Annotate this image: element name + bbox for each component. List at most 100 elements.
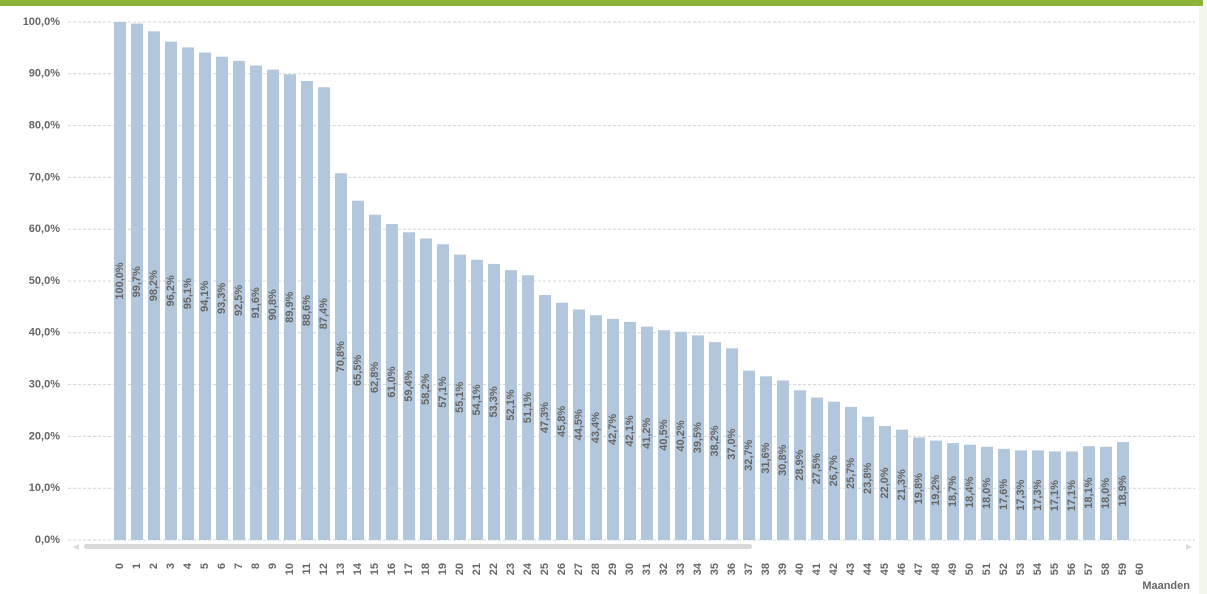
bar [114,22,126,540]
x-tick-label: 8 [250,563,262,569]
x-tick-label: 5 [199,563,211,569]
x-tick-label: 39 [777,563,789,575]
bar [505,270,517,540]
bar [250,65,262,541]
bar [182,47,194,541]
data-label: 58,2% [420,373,432,404]
x-tick-label: 36 [726,563,738,575]
x-tick-label: 18 [420,563,432,575]
data-label: 17,1% [1049,480,1061,511]
data-label: 32,7% [743,439,755,470]
bar [437,244,449,541]
y-tick-label: 50,0% [29,275,60,287]
data-label: 57,1% [437,376,449,407]
bar [947,443,959,540]
data-label: 19,8% [913,473,925,504]
data-label: 42,1% [624,415,636,446]
bar [284,74,296,541]
x-tick-label: 23 [505,563,517,575]
bar [471,259,483,540]
bar [573,309,585,540]
x-tick-label: 20 [454,563,466,575]
x-tick-label: 2 [148,563,160,569]
data-label: 44,5% [573,409,585,440]
bar [454,254,466,540]
x-tick-label: 11 [301,563,313,575]
x-tick-label: 33 [675,563,687,575]
x-tick-label: 28 [590,563,602,575]
data-label: 26,7% [828,455,840,486]
data-label: 17,1% [1066,480,1078,511]
x-tick-label: 25 [539,563,551,575]
scrollbar[interactable] [84,544,752,549]
x-tick-label: 29 [607,563,619,575]
bar [692,335,704,540]
data-label: 23,8% [862,463,874,494]
bar [862,416,874,540]
data-label: 91,6% [250,287,262,318]
x-tick-label: 21 [471,563,483,575]
data-label: 45,8% [556,406,568,437]
x-tick-label: 37 [743,563,755,575]
x-tick-label: 41 [811,563,823,575]
data-label: 18,7% [947,476,959,507]
x-tick-label: 58 [1100,563,1112,575]
bar [981,446,993,540]
data-label: 18,1% [1083,477,1095,508]
x-tick-label: 3 [165,563,177,569]
bar [896,429,908,540]
x-tick-label: 51 [981,563,993,575]
bar [709,342,721,540]
bar [1083,446,1095,540]
x-tick-label: 31 [641,563,653,575]
bar [301,81,313,540]
bar [879,426,891,540]
x-tick-label: 7 [233,563,245,569]
data-label: 93,3% [216,283,228,314]
x-tick-label: 54 [1032,562,1044,575]
x-tick-label: 13 [335,563,347,575]
bar [539,294,551,540]
y-tick-label: 80,0% [29,120,60,132]
data-label: 30,8% [777,444,789,475]
y-tick-label: 10,0% [29,482,60,494]
data-label: 37,0% [726,428,738,459]
data-label: 90,8% [267,289,279,320]
y-tick-label: 0,0% [35,534,60,546]
x-tick-label: 56 [1066,563,1078,575]
x-tick-label: 12 [318,563,330,575]
bar [760,376,772,540]
x-tick-label: 45 [879,563,891,575]
side-panel [1199,6,1207,594]
x-tick-label: 34 [692,562,704,575]
data-label: 22,0% [879,467,891,498]
x-tick-label: 0 [114,563,126,569]
bar [369,214,381,541]
data-label: 98,2% [148,270,160,301]
data-label: 61,0% [386,366,398,397]
x-tick-label: 50 [964,563,976,575]
x-tick-label: 44 [862,562,874,575]
x-tick-label: 42 [828,563,840,575]
y-tick-label: 40,0% [29,327,60,339]
bar [233,60,245,540]
x-tick-label: 40 [794,563,806,575]
bar [1032,450,1044,540]
bar [794,390,806,540]
bar [216,56,228,541]
x-tick-label: 35 [709,563,721,575]
data-label: 51,1% [522,392,534,423]
x-tick-label: 30 [624,563,636,575]
data-label: 38,2% [709,425,721,456]
data-label: 19,2% [930,474,942,505]
scroll-right[interactable] [1186,544,1192,550]
data-label: 17,6% [998,479,1010,510]
header-bar [0,0,1203,6]
x-tick-label: 38 [760,563,772,575]
y-tick-label: 100,0% [23,16,61,28]
x-tick-label: 15 [369,563,381,575]
scroll-left[interactable] [73,544,79,550]
x-tick-label: 49 [947,563,959,575]
x-tick-label: 24 [522,562,534,575]
